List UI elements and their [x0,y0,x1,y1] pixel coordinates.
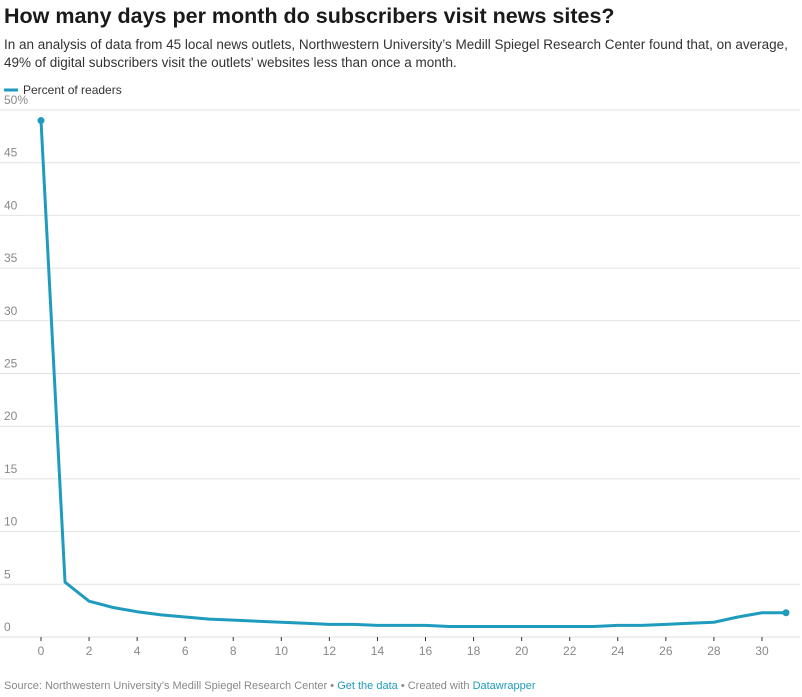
get-data-link[interactable]: Get the data [337,680,398,692]
end-point [37,117,45,125]
end-point [782,609,790,617]
x-tick-label: 2 [86,644,93,658]
x-tick-label: 4 [134,644,141,658]
separator: • [400,680,405,692]
chart-subtitle: In an analysis of data from 45 local new… [4,37,788,70]
x-tick-label: 0 [38,644,45,658]
footer: Source: Northwestern University’s Medill… [4,680,536,692]
x-tick-label: 14 [371,644,385,658]
source: Source: Northwestern University’s Medill… [4,680,328,692]
x-tick-label: 26 [659,644,673,658]
x-tick-label: 16 [419,644,433,658]
created-with: Created with [407,680,470,692]
datawrapper-link[interactable]: Datawrapper [472,680,536,692]
x-tick-label: 30 [755,644,769,658]
x-tick-label: 22 [563,644,577,658]
x-tick-label: 28 [707,644,721,658]
y-tick-label: 35 [4,251,18,265]
x-tick-label: 18 [467,644,481,658]
y-tick-label: 20 [4,409,18,423]
y-tick-label: 45 [4,146,18,160]
chart: Percent of readers 05101520253035404550%… [0,83,800,658]
x-tick-label: 8 [230,644,237,658]
y-tick-label: 50% [4,93,28,107]
x-tick-label: 10 [275,644,289,658]
y-tick-label: 0 [4,620,11,634]
chart-title: How many days per month do subscribers v… [4,4,615,28]
y-tick-label: 5 [4,567,11,581]
x-tick-label: 20 [515,644,529,658]
y-tick-label: 40 [4,198,18,212]
y-tick-label: 15 [4,462,18,476]
x-tick-label: 6 [182,644,189,658]
data-line [39,120,786,628]
separator: • [330,680,335,692]
x-tick-label: 12 [323,644,337,658]
y-tick-label: 25 [4,357,18,371]
y-tick-label: 30 [4,304,18,318]
x-tick-label: 24 [611,644,625,658]
y-tick-label: 10 [4,515,18,529]
legend-label: Percent of readers [23,83,122,97]
